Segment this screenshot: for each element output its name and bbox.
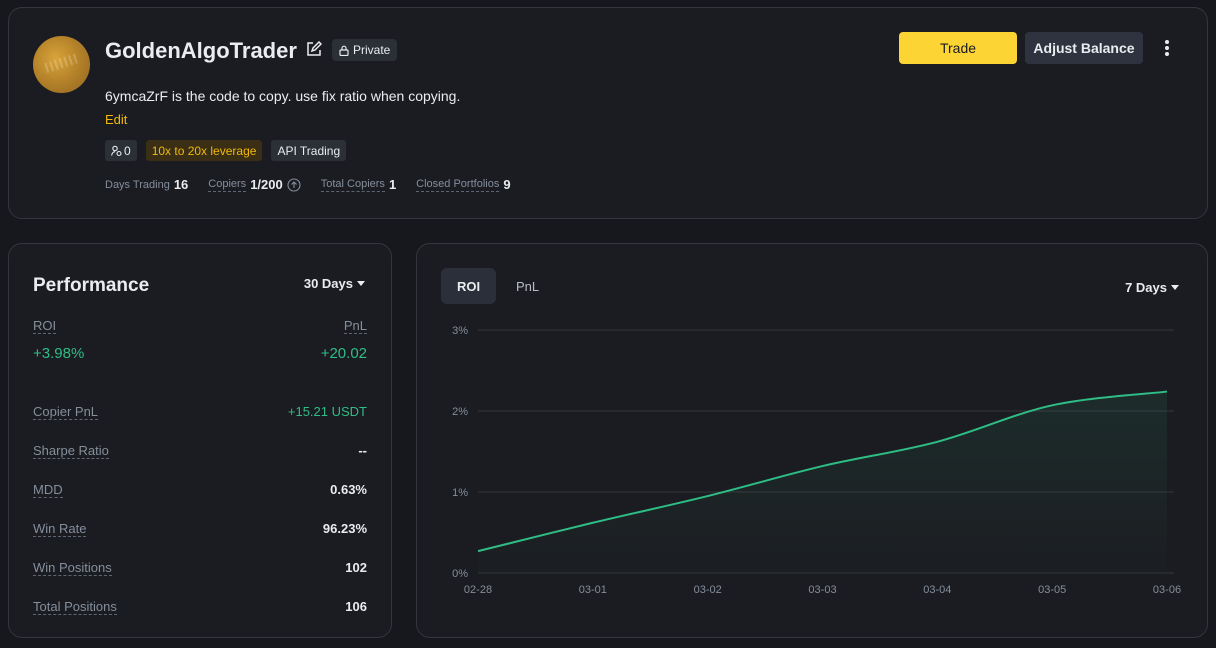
lock-icon [339, 45, 349, 56]
metric-row: Sharpe Ratio -- [33, 431, 367, 470]
metric-value: +15.21 USDT [287, 404, 367, 419]
metric-row: MDD 0.63% [33, 470, 367, 509]
stat-label: Days Trading [105, 178, 170, 191]
edit-icon[interactable] [306, 41, 322, 57]
stat-value: 9 [503, 177, 511, 192]
x-tick-label: 03-02 [694, 584, 722, 596]
metric-row: Win Rate 96.23% [33, 509, 367, 548]
trader-stats: Days Trading 16 Copiers 1/200 Total Copi… [105, 177, 511, 192]
stat-value: 1/200 [250, 177, 283, 192]
copiers-count: 0 [124, 143, 131, 158]
tag-list: 0 10x to 20x leverage API Trading [105, 140, 347, 161]
copiers-count-tag: 0 [105, 140, 137, 161]
roi-value: +3.98% [33, 345, 85, 362]
x-tick-label: 03-01 [579, 584, 607, 596]
performance-card: Performance 30 Days ROI PnL +3.98% +20.0… [8, 243, 392, 638]
x-tick-label: 03-06 [1153, 584, 1181, 596]
avatar[interactable] [33, 36, 90, 93]
metric-row: Copier PnL +15.21 USDT [33, 392, 367, 431]
trader-name: GoldenAlgoTrader [105, 38, 297, 63]
metric-row: Win Positions 102 [33, 548, 367, 587]
roi-label: ROI [33, 318, 57, 334]
period-dropdown[interactable]: 30 Days [304, 276, 365, 291]
pnl-label: PnL [343, 318, 367, 334]
profile-card: GoldenAlgoTrader Private 6ymcaZrF is the… [8, 7, 1208, 219]
tab-pnl[interactable]: PnL [516, 278, 540, 294]
tab-roi[interactable]: ROI [441, 268, 497, 304]
stat-label[interactable]: Closed Portfolios [416, 177, 500, 192]
x-tick-label: 03-03 [808, 584, 836, 596]
roi-series-line [477, 390, 1168, 553]
y-tick-label: 1% [452, 487, 468, 499]
range-label: 7 Days [1125, 280, 1167, 295]
roi-line-chart: 3% 2% 1% 0% 02-28 03-01 03-02 03-03 03-04 03-05 03… [452, 325, 1181, 596]
pnl-value: +20.02 [320, 345, 367, 362]
users-icon [111, 145, 122, 156]
profile-description: 6ymcaZrF is the code to copy. use fix ra… [105, 88, 461, 104]
metric-value: 106 [345, 599, 367, 614]
api-trading-tag: API Trading [271, 140, 347, 161]
metric-label: Win Rate [33, 520, 87, 537]
metric-label: Copier PnL [33, 403, 99, 420]
chart-card: ROI PnL 7 Days 3% 2% 1% 0% 02-28 03-01 03-02 03… [416, 243, 1208, 638]
metric-label: Sharpe Ratio [33, 442, 109, 459]
edit-description-link[interactable]: Edit [105, 112, 128, 127]
trade-button[interactable]: Trade [899, 32, 1017, 64]
metric-value: 0.63% [330, 482, 367, 497]
range-dropdown[interactable]: 7 Days [1125, 280, 1179, 295]
x-tick-label: 02-28 [464, 584, 492, 596]
stat-value: 16 [173, 177, 189, 192]
leverage-tag: 10x to 20x leverage [145, 140, 263, 161]
metric-label: Total Positions [33, 598, 117, 615]
stat-label[interactable]: Total Copiers [320, 177, 385, 192]
y-tick-label: 0% [452, 568, 468, 580]
private-label: Private [353, 43, 391, 57]
metric-row: Total Positions 106 [33, 587, 367, 626]
period-label: 30 Days [303, 276, 353, 291]
y-tick-label: 3% [452, 325, 468, 337]
stat-label[interactable]: Copiers [208, 177, 247, 192]
x-tick-label: 03-04 [923, 584, 951, 596]
y-tick-label: 2% [452, 406, 468, 418]
stat-copiers: Copiers 1/200 [208, 177, 301, 192]
arrow-up-circle-icon[interactable] [287, 177, 301, 192]
metric-value: 102 [345, 560, 367, 575]
stat-total-copiers: Total Copiers 1 [320, 177, 397, 192]
stat-value: 1 [388, 177, 397, 192]
metrics-list: Copier PnL +15.21 USDT Sharpe Ratio -- M… [33, 392, 367, 626]
private-badge: Private [332, 39, 398, 61]
caret-down-icon [1171, 285, 1179, 290]
adjust-balance-button[interactable]: Adjust Balance [1025, 32, 1143, 64]
stat-days-trading: Days Trading 16 [105, 177, 188, 192]
metric-value: 96.23% [322, 521, 367, 536]
performance-title: Performance [33, 275, 150, 296]
metric-label: Win Positions [33, 559, 112, 576]
metric-value: -- [358, 443, 367, 458]
stat-closed-portfolios: Closed Portfolios 9 [416, 177, 511, 192]
roi-area [478, 391, 1167, 573]
caret-down-icon [357, 281, 365, 286]
x-tick-label: 03-05 [1038, 584, 1066, 596]
more-vertical-icon[interactable] [1159, 38, 1175, 58]
metric-label: MDD [33, 481, 63, 498]
